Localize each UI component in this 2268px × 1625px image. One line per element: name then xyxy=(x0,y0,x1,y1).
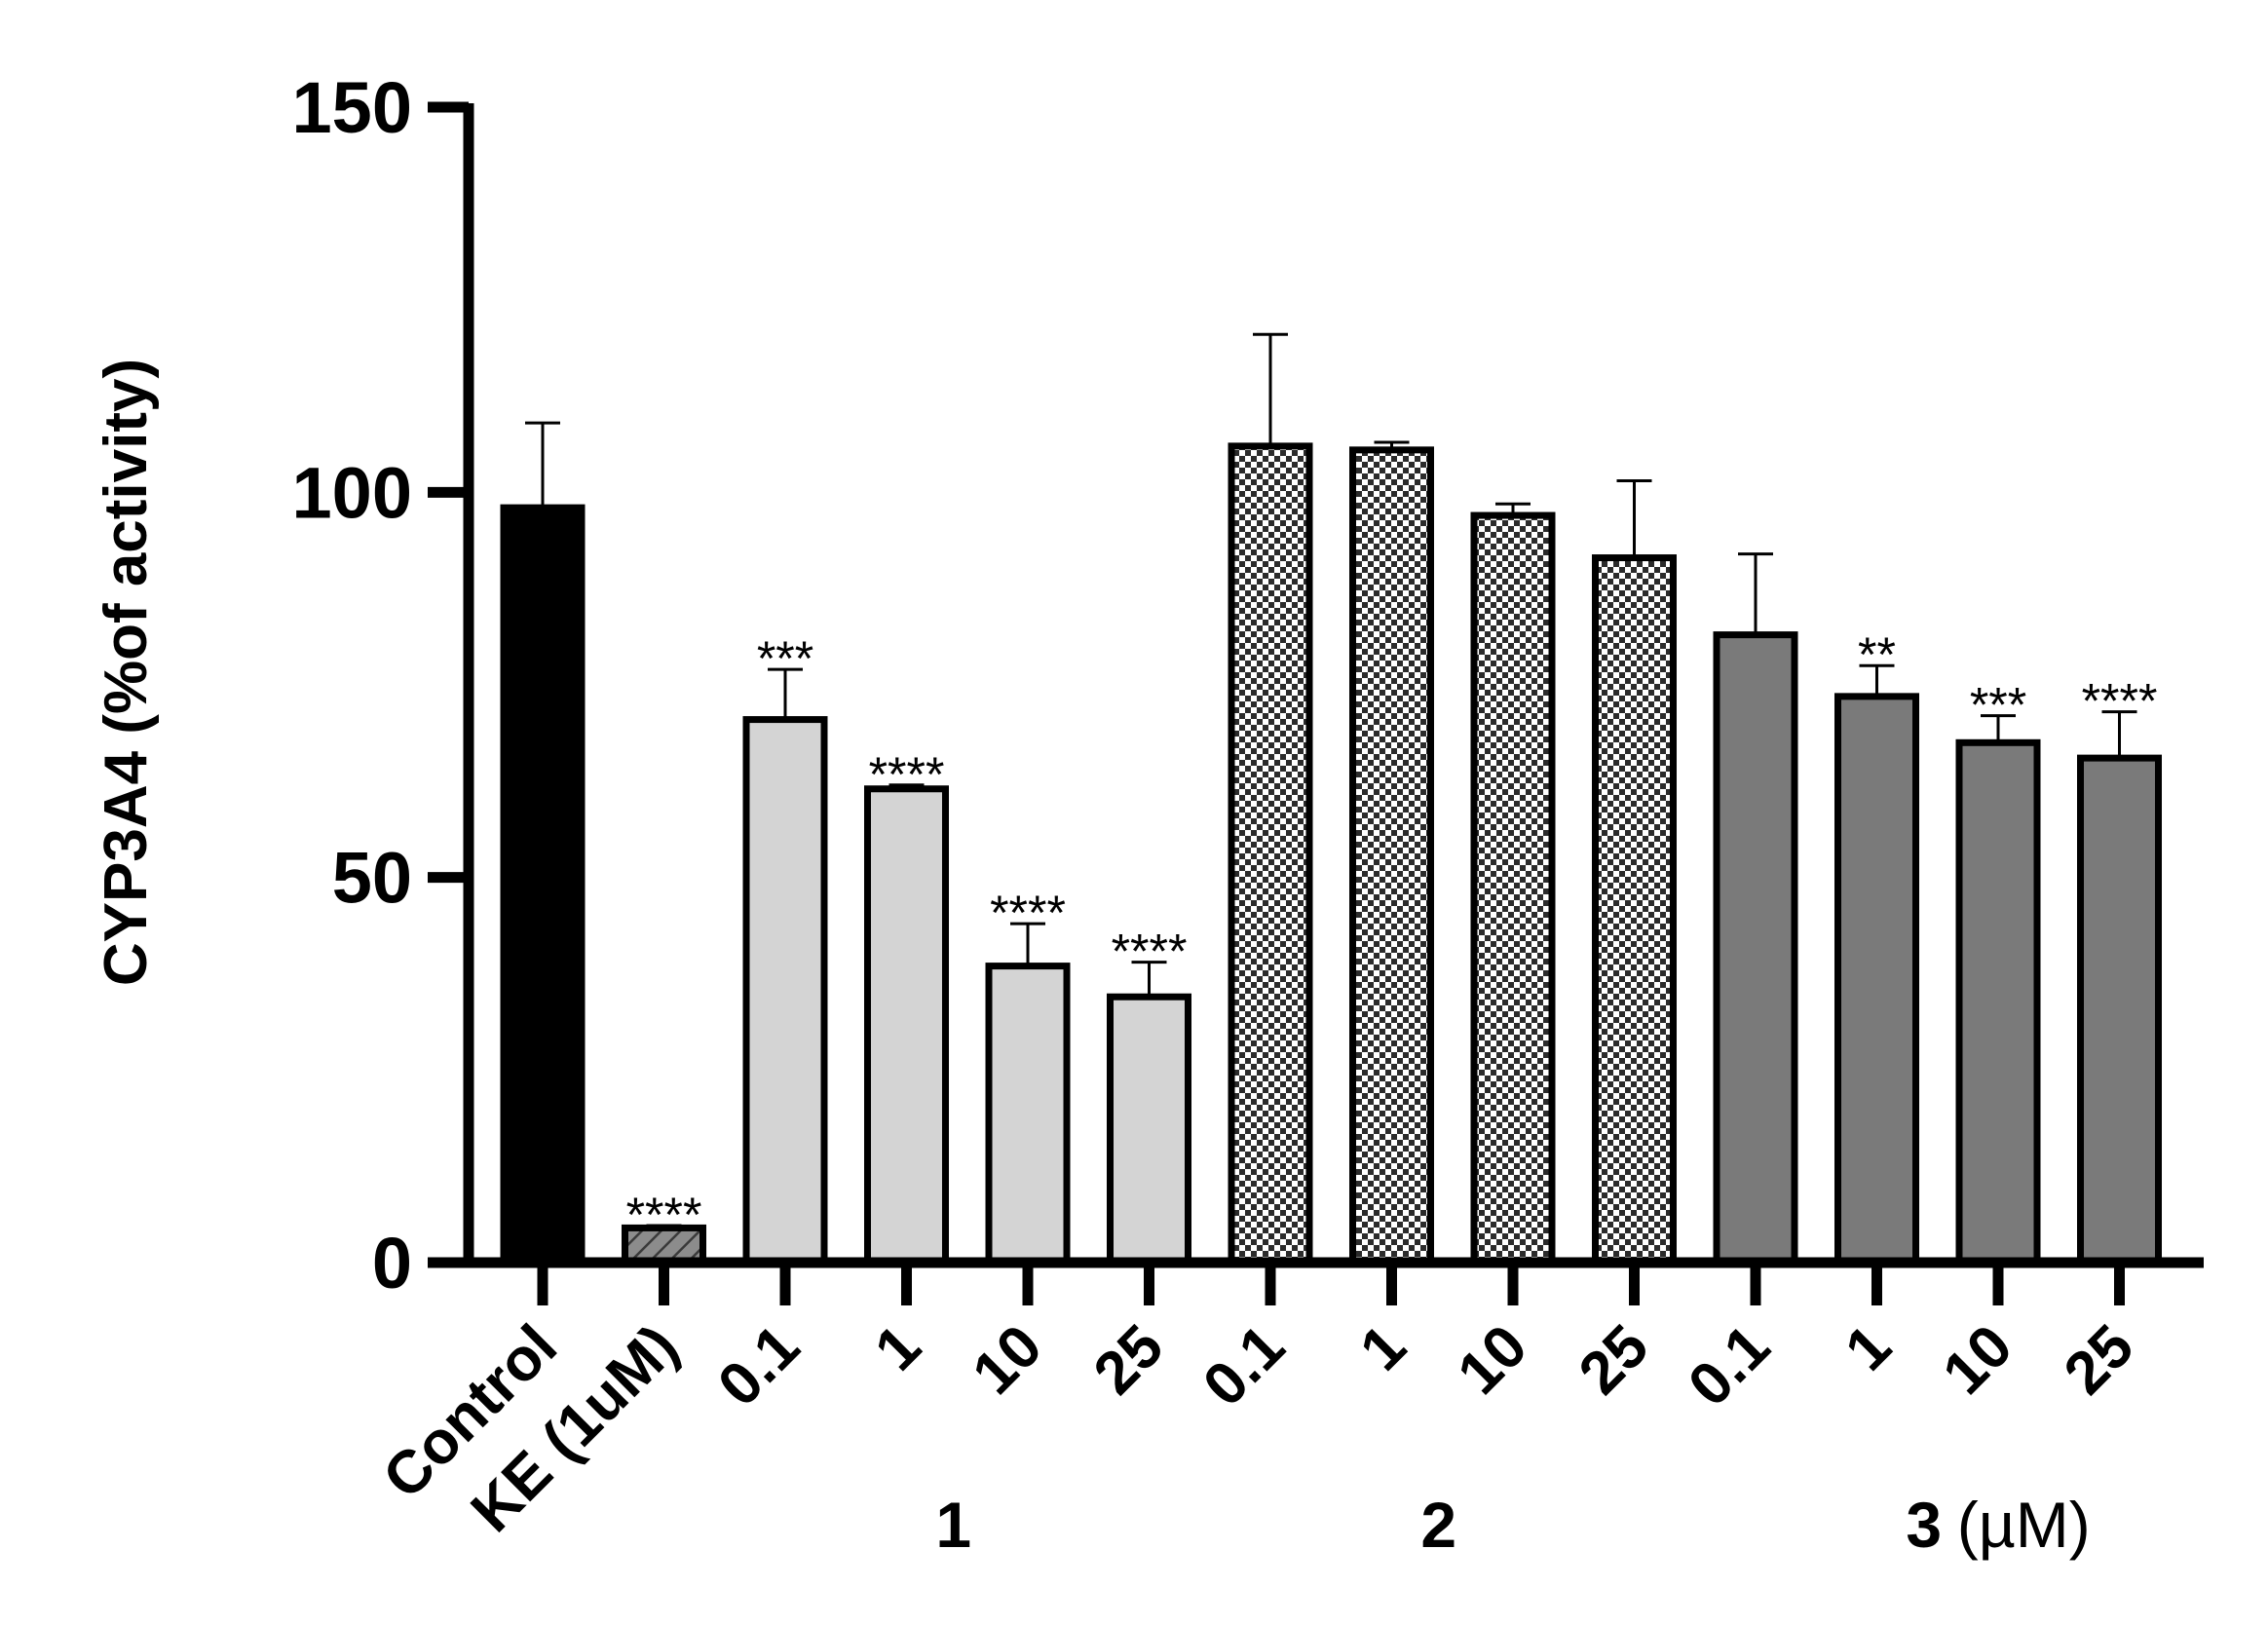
significance-label: *** xyxy=(1970,678,2026,733)
x-tick-label: 25 xyxy=(1081,1312,1177,1408)
x-tick-label: 25 xyxy=(1567,1312,1662,1408)
x-tick-label: 1 xyxy=(862,1312,933,1383)
bar xyxy=(1107,993,1191,1266)
y-tick-label: 100 xyxy=(292,452,412,533)
bar xyxy=(1592,554,1677,1266)
x-tick-label: 0.1 xyxy=(705,1312,813,1419)
group-label: 3 xyxy=(1906,1489,1942,1561)
error-bars xyxy=(525,332,2137,1228)
x-tick-label: 10 xyxy=(960,1312,1055,1408)
x-axis xyxy=(428,1257,2204,1305)
bar xyxy=(1349,446,1434,1266)
bar xyxy=(500,504,586,1266)
x-tick-label: 10 xyxy=(1930,1312,2025,1408)
y-tick-label: 0 xyxy=(372,1223,412,1304)
significance-label: ** xyxy=(1858,627,1896,682)
significance-label: **** xyxy=(2082,674,2158,729)
bars xyxy=(500,442,2162,1266)
x-tick-label: 10 xyxy=(1445,1312,1540,1408)
bar xyxy=(985,963,1071,1266)
significance-markers: ************************ **** xyxy=(626,627,2158,1242)
group-labels: (µM) 1 2 3 xyxy=(935,1489,2090,1561)
significance-label: **** xyxy=(990,886,1066,940)
x-tick-label: 0.1 xyxy=(1191,1312,1298,1419)
x-tick-label: 0.1 xyxy=(1676,1312,1783,1419)
x-tick-label: 25 xyxy=(2052,1312,2147,1408)
x-tick-label: 1 xyxy=(1833,1312,1904,1383)
significance-label: **** xyxy=(1112,925,1188,979)
significance-label: *** xyxy=(757,631,813,686)
y-axis-title: CYP3A4 (%of activity) xyxy=(93,359,160,986)
unit-label: (µM) xyxy=(1957,1489,2091,1561)
bar xyxy=(1955,738,2041,1266)
bar xyxy=(742,716,828,1266)
group-label: 2 xyxy=(1420,1489,1456,1561)
bar xyxy=(1470,511,1556,1266)
y-tick-label: 50 xyxy=(332,838,412,919)
x-tick-label: 1 xyxy=(1347,1312,1418,1383)
significance-label: **** xyxy=(626,1188,702,1242)
bar xyxy=(864,785,949,1266)
bar xyxy=(1713,631,1798,1266)
bar xyxy=(1834,693,1919,1266)
bar xyxy=(1228,442,1313,1266)
significance-label: **** xyxy=(869,747,945,802)
group-label: 1 xyxy=(935,1489,971,1561)
y-tick-label: 150 xyxy=(292,67,412,148)
bar xyxy=(2077,754,2162,1266)
y-axis: 0 50 100 150 xyxy=(292,67,474,1304)
